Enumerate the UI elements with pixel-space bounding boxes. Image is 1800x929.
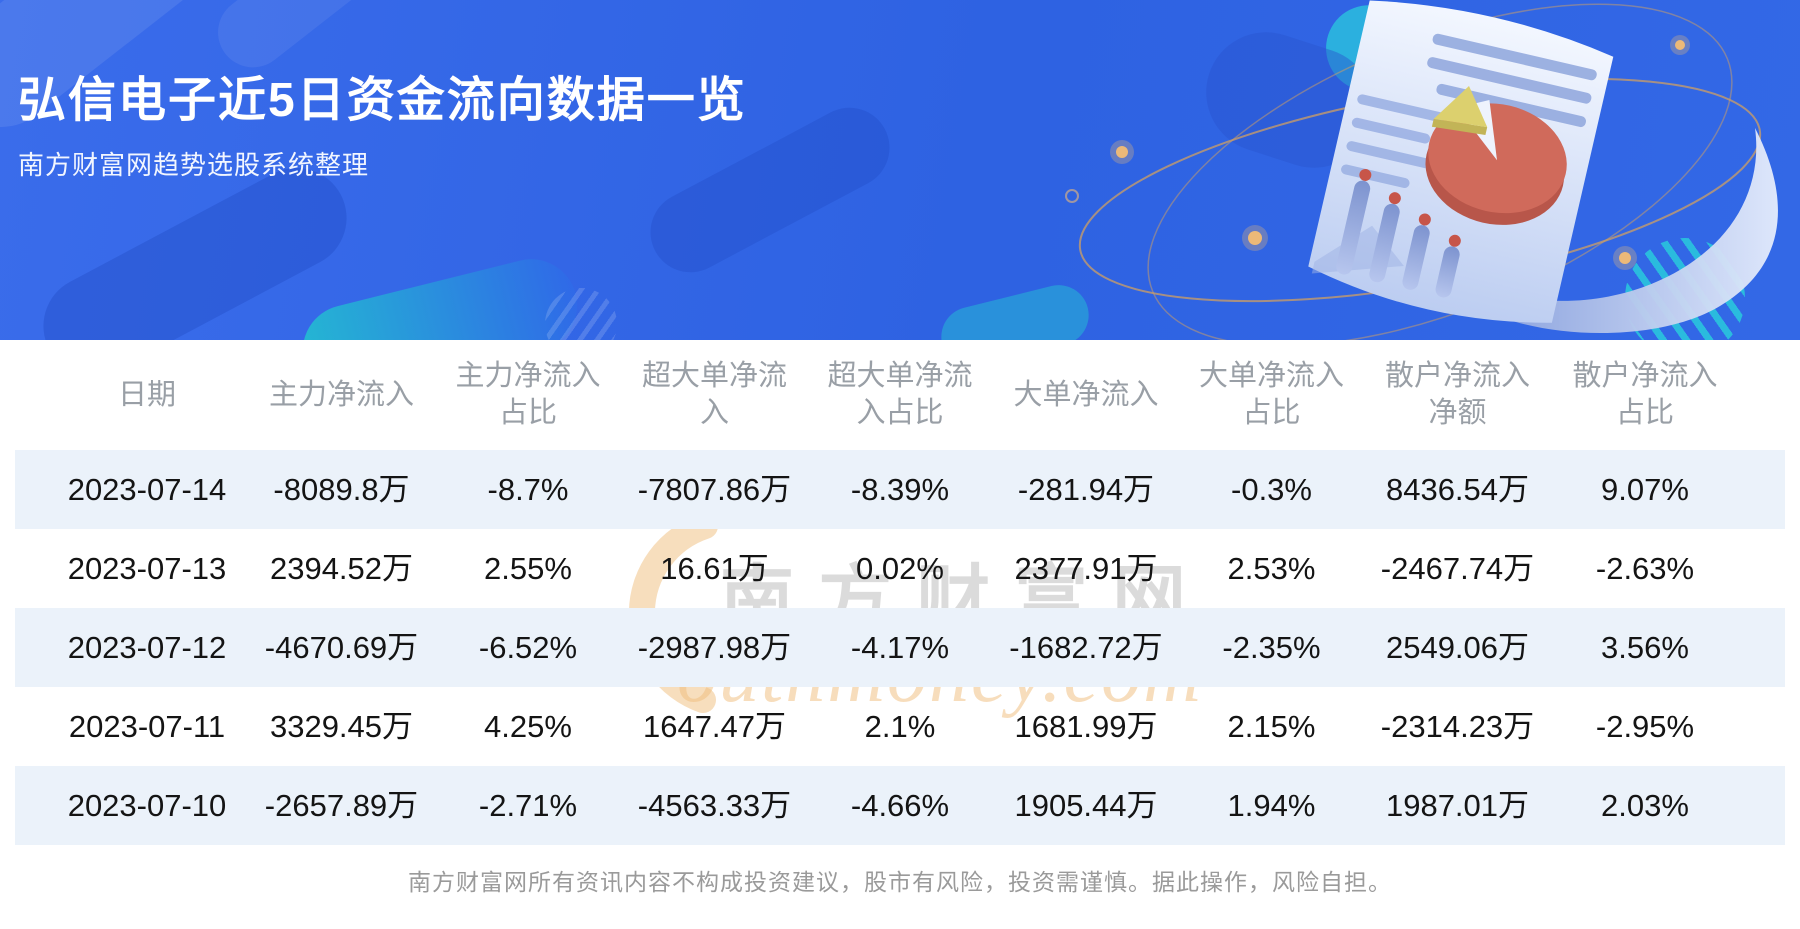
- cell-main-net-inflow: -4670.69万: [264, 630, 419, 665]
- cell-main-net-inflow: -8089.8万: [273, 472, 410, 507]
- cell-main-net-inflow-pct: 4.25%: [484, 709, 572, 744]
- bar-chart-icon: [1336, 168, 1461, 298]
- cell-large-order-net-inflow-pct: -0.3%: [1231, 472, 1312, 507]
- fund-flow-table: 南方财富网 outhmoney.com 日期 主力净流入 主力净流入 占比 超大…: [0, 340, 1800, 845]
- table-row: 2023-07-12 -4670.69万 -6.52% -2987.98万 -4…: [15, 608, 1785, 687]
- cell-date: 2023-07-13: [67, 551, 227, 586]
- cell-main-net-inflow-pct: -8.7%: [487, 472, 569, 507]
- cell-large-order-net-inflow: -1682.72万: [1009, 630, 1163, 665]
- col-header-main-net-inflow-pct: 主力净流入 占比: [455, 360, 601, 429]
- cell-xl-order-net-inflow-pct: -8.39%: [850, 472, 950, 507]
- cell-xl-order-net-inflow-pct: -4.66%: [850, 788, 950, 823]
- cell-retail-net-inflow: 1987.01万: [1385, 788, 1530, 823]
- cell-retail-net-inflow: 2549.06万: [1385, 630, 1530, 665]
- cell-large-order-net-inflow: 2377.91万: [1014, 551, 1158, 586]
- cell-retail-net-inflow: 8436.54万: [1385, 472, 1530, 507]
- cell-main-net-inflow-pct: 2.55%: [484, 551, 572, 586]
- page-title: 弘信电子近5日资金流向数据一览: [18, 74, 747, 127]
- col-header-main-net-inflow: 主力净流入: [268, 378, 414, 411]
- cell-date: 2023-07-11: [68, 709, 226, 744]
- cell-large-order-net-inflow-pct: 2.15%: [1227, 709, 1316, 744]
- report-document-illustration: [1065, 0, 1778, 340]
- cell-large-order-net-inflow: -281.94万: [1017, 472, 1155, 507]
- cell-main-net-inflow: -2657.89万: [264, 788, 419, 823]
- cell-retail-net-inflow-pct: 3.56%: [1601, 630, 1689, 665]
- table-header-row: 日期 主力净流入 主力净流入 占比 超大单净流 入 超大单净流 入占比 大单净流…: [15, 340, 1785, 450]
- cell-xl-order-net-inflow: -7807.86万: [637, 472, 792, 507]
- cell-retail-net-inflow-pct: 9.07%: [1601, 472, 1689, 507]
- disclaimer-text: 南方财富网所有资讯内容不构成投资建议，股市有风险，投资需谨慎。据此操作，风险自担…: [408, 869, 1392, 895]
- table-row: 2023-07-13 2394.52万 2.55% 16.61万 0.02% 2…: [15, 529, 1785, 608]
- table-row: 2023-07-11 3329.45万 4.25% 1647.47万 2.1% …: [15, 687, 1785, 766]
- cell-xl-order-net-inflow-pct: 0.02%: [856, 551, 944, 586]
- col-header-xl-order-net-inflow-pct: 超大单净流 入占比: [827, 360, 973, 429]
- cell-retail-net-inflow: -2467.74万: [1380, 551, 1535, 586]
- banner-teal-capsule-decoration: [293, 249, 587, 340]
- paper-sheet: [1308, 0, 1614, 323]
- cell-date: 2023-07-12: [67, 630, 227, 665]
- cell-date: 2023-07-14: [67, 472, 227, 507]
- cell-main-net-inflow-pct: -2.71%: [478, 788, 578, 823]
- cell-retail-net-inflow-pct: 2.03%: [1601, 788, 1689, 823]
- banner-hatched-circle-decoration: [545, 288, 617, 340]
- cell-date: 2023-07-10: [67, 788, 227, 823]
- cell-xl-order-net-inflow: 1647.47万: [642, 709, 787, 744]
- table-row: 2023-07-10 -2657.89万 -2.71% -4563.33万 -4…: [15, 766, 1785, 845]
- footer: 南方财富网所有资讯内容不构成投资建议，股市有风险，投资需谨慎。据此操作，风险自担…: [0, 863, 1800, 897]
- cell-main-net-inflow: 2394.52万: [269, 551, 414, 586]
- cell-large-order-net-inflow-pct: 2.53%: [1227, 551, 1316, 586]
- col-header-retail-net-inflow: 散户净流入 净额: [1384, 360, 1530, 429]
- cell-large-order-net-inflow-pct: -2.35%: [1222, 630, 1321, 665]
- paper-curl: [1488, 128, 1778, 334]
- text-lines-graphic: [1427, 33, 1597, 128]
- table-row: 2023-07-14 -8089.8万 -8.7% -7807.86万 -8.3…: [15, 450, 1785, 529]
- cell-retail-net-inflow-pct: -2.63%: [1595, 551, 1695, 586]
- cell-large-order-net-inflow-pct: 1.94%: [1227, 788, 1316, 823]
- col-header-large-order-net-inflow-pct: 大单净流入 占比: [1198, 360, 1344, 429]
- page-subtitle: 南方财富网趋势选股系统整理: [18, 150, 370, 180]
- orbit-dots: [1065, 35, 1690, 270]
- cell-xl-order-net-inflow-pct: 2.1%: [864, 709, 936, 744]
- col-header-xl-order-net-inflow: 超大单净流 入: [641, 360, 787, 429]
- col-header-retail-net-inflow-pct: 散户净流入 占比: [1572, 360, 1718, 429]
- cell-main-net-inflow-pct: -6.52%: [478, 630, 578, 665]
- cell-xl-order-net-inflow-pct: -4.17%: [850, 630, 950, 665]
- banner: 弘信电子近5日资金流向数据一览 南方财富网趋势选股系统整理: [0, 0, 1800, 340]
- pie-chart-icon: [1425, 86, 1567, 225]
- cell-retail-net-inflow-pct: -2.95%: [1595, 709, 1695, 744]
- col-header-date: 日期: [117, 378, 176, 411]
- cell-xl-order-net-inflow: -2987.98万: [637, 630, 792, 665]
- col-header-large-order-net-inflow: 大单净流入: [1013, 378, 1159, 411]
- cell-retail-net-inflow: -2314.23万: [1380, 709, 1535, 744]
- text-lines-graphic: [1341, 94, 1448, 188]
- cell-large-order-net-inflow: 1905.44万: [1014, 788, 1158, 823]
- cell-xl-order-net-inflow: 16.61万: [660, 551, 769, 586]
- cell-large-order-net-inflow: 1681.99万: [1014, 709, 1158, 744]
- cell-xl-order-net-inflow: -4563.33万: [637, 788, 792, 823]
- cell-main-net-inflow: 3329.45万: [269, 709, 414, 744]
